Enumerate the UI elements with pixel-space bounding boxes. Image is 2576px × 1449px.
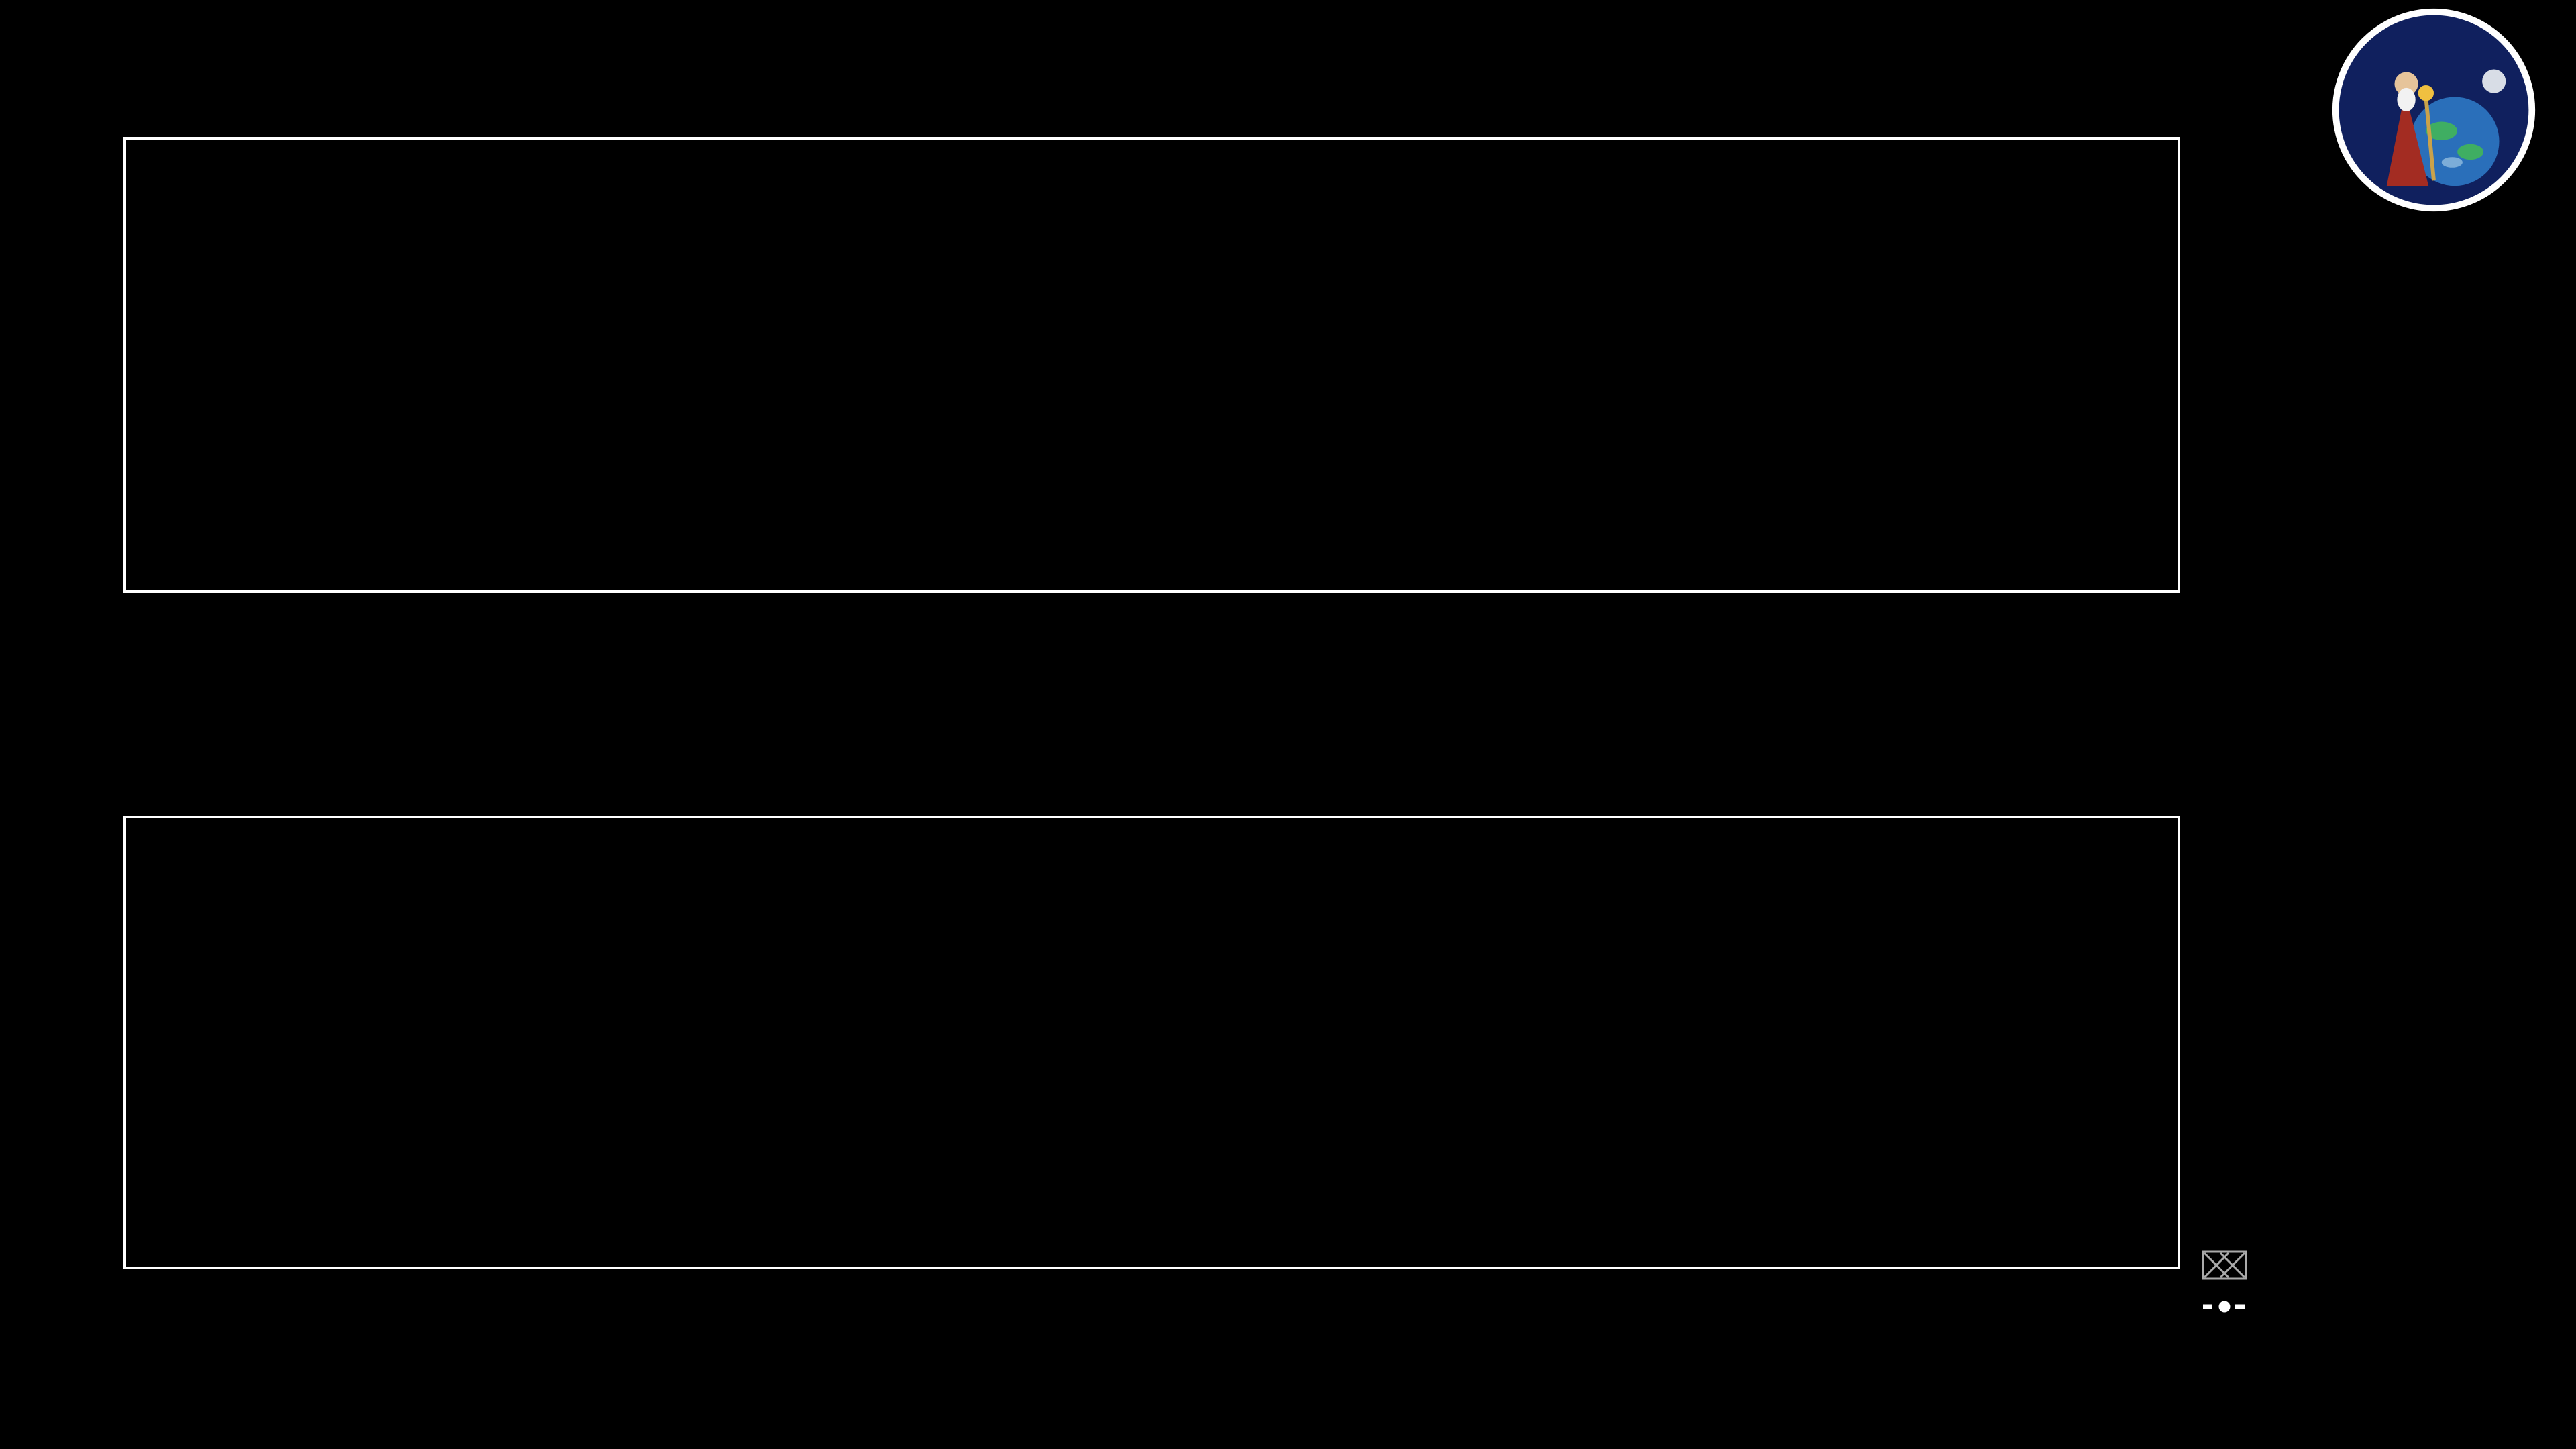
sunrise-heatmap-canvas <box>123 137 2180 593</box>
wizard-beard <box>2397 87 2416 111</box>
wizard-figure <box>2386 91 2429 186</box>
wizard-staff <box>2424 97 2436 181</box>
wizard-head <box>2394 72 2418 96</box>
mission-logo <box>2332 8 2536 212</box>
colorbar <box>2198 158 2377 1285</box>
earth-land <box>2457 144 2484 160</box>
earth-cloud <box>2441 157 2463 168</box>
no-data-hatch-icon <box>2202 1250 2247 1280</box>
moon-icon <box>2482 69 2506 93</box>
tropopause-line-icon <box>2203 1299 2246 1315</box>
sunrise-plot-area <box>123 137 2180 593</box>
colorbar-label <box>2351 158 2410 1285</box>
legend-item-tropopause <box>2202 1292 2261 1322</box>
sunset-heatmap-canvas <box>123 816 2180 1269</box>
crystal-ball <box>2418 85 2434 101</box>
earth-land <box>2426 121 2458 140</box>
sunset-plot-area <box>123 816 2180 1269</box>
legend-item-no-data <box>2202 1250 2261 1280</box>
legend <box>2202 1250 2261 1322</box>
colorbar-canvas <box>2198 158 2377 1285</box>
